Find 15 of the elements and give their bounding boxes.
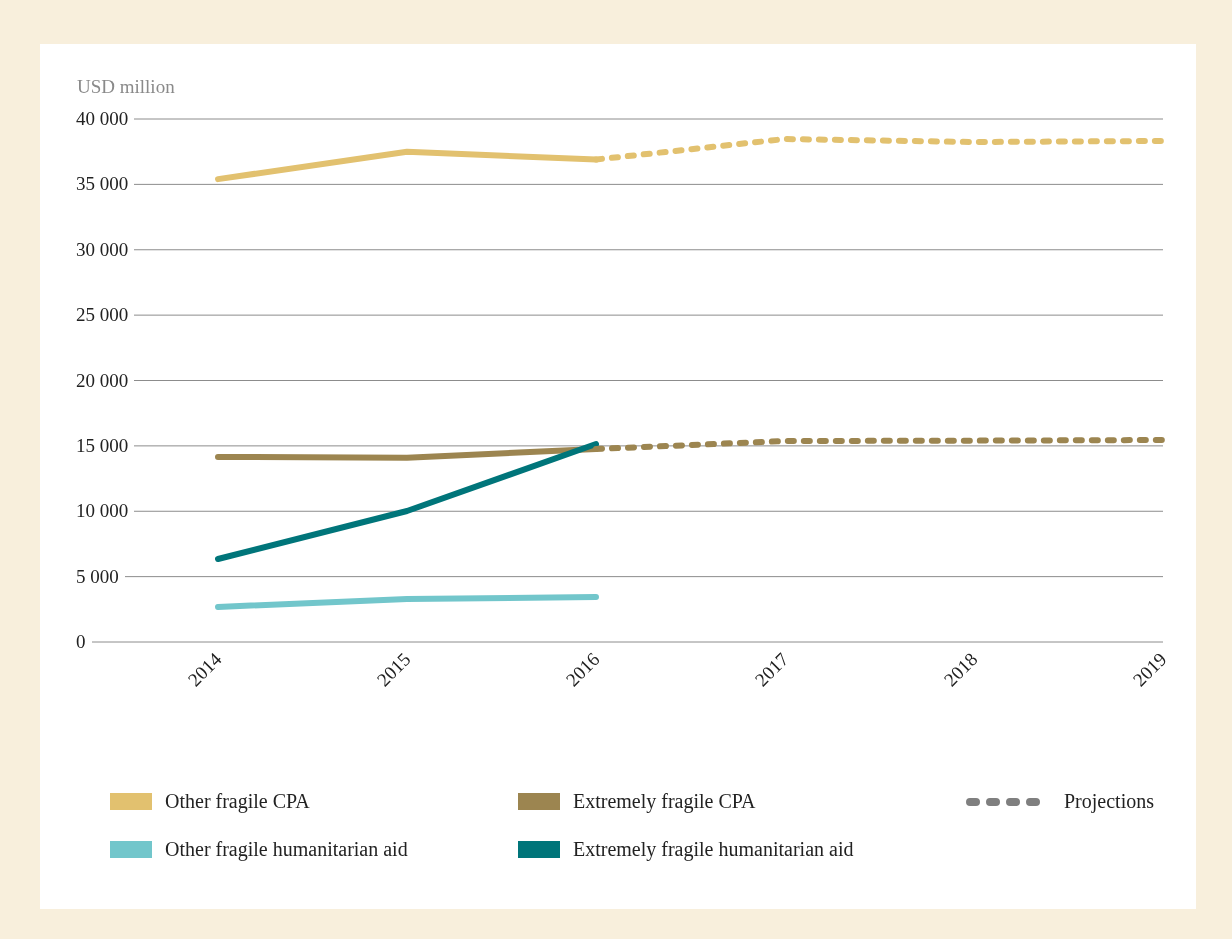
y-axis-title: USD million: [77, 76, 175, 98]
y-tick-label: 0: [70, 630, 92, 654]
y-tick-label: 15 000: [70, 433, 135, 458]
y-tick-label: 20 000: [70, 368, 135, 393]
y-tick-label: 10 000: [70, 499, 135, 524]
y-tick-label: 30 000: [70, 237, 135, 262]
legend-label: Extremely fragile CPA: [573, 790, 756, 813]
legend-label: Extremely fragile humanitarian aid: [573, 838, 854, 861]
legend-label: Other fragile CPA: [165, 790, 310, 813]
legend-label: Other fragile humanitarian aid: [165, 838, 408, 861]
y-tick-label: 25 000: [70, 303, 135, 328]
y-tick-label: 5 000: [70, 564, 125, 589]
text: Projections: [1064, 790, 1154, 813]
y-tick-label: 40 000: [70, 107, 135, 131]
y-tick-label: 35 000: [70, 172, 135, 197]
